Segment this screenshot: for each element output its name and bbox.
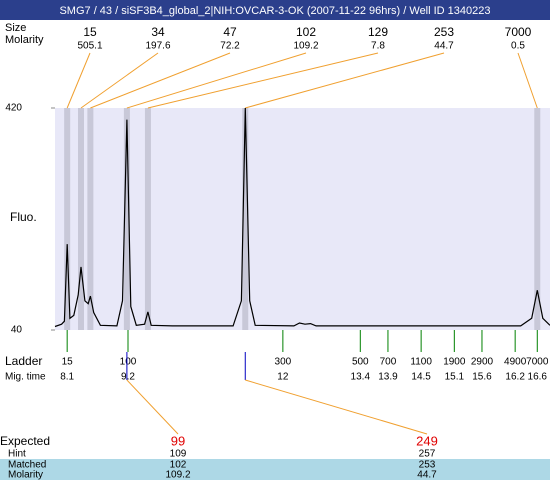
mig-time-label: Mig. time — [5, 372, 46, 383]
size-label: Size — [5, 22, 26, 34]
hint-value: 257 — [419, 449, 436, 460]
ladder-time: 8.1 — [60, 372, 74, 383]
peak-band — [242, 108, 249, 330]
ladder-time: 15.6 — [472, 372, 492, 383]
peak-connector — [90, 52, 231, 109]
y-tick-label: 40 — [11, 325, 23, 336]
peak-molarity: 505.1 — [77, 41, 102, 52]
ladder-size: 300 — [275, 357, 292, 368]
matched-value: 102 — [170, 460, 187, 471]
molarity-value: 44.7 — [417, 470, 437, 480]
peak-band — [87, 108, 94, 330]
peak-size: 47 — [223, 25, 237, 39]
matched-connector — [245, 379, 428, 435]
peak-band — [534, 108, 541, 330]
peak-connector — [147, 52, 379, 109]
ladder-size: 7000 — [526, 357, 549, 368]
ladder-size: 2900 — [471, 357, 494, 368]
molarity-label: Molarity — [5, 34, 44, 46]
peak-band — [144, 108, 151, 330]
peak-connector — [245, 52, 445, 109]
ladder-size: 700 — [380, 357, 397, 368]
ladder-size: 100 — [120, 357, 137, 368]
ladder-time: 16.6 — [528, 372, 548, 383]
peak-band — [64, 108, 71, 330]
hint-label: Hint — [8, 449, 26, 460]
ladder-size: 1900 — [443, 357, 466, 368]
ladder-time: 12 — [277, 372, 289, 383]
peak-connector — [126, 52, 307, 109]
molarity-row-label: Molarity — [8, 470, 43, 480]
molarity-value: 109.2 — [165, 470, 190, 480]
peak-connector — [80, 52, 159, 109]
peak-band — [77, 108, 84, 330]
peak-band — [123, 108, 130, 330]
peak-molarity: 7.8 — [371, 41, 385, 52]
peak-molarity: 44.7 — [434, 41, 454, 52]
peak-connector — [66, 52, 91, 109]
y-tick-label: 420 — [5, 103, 22, 114]
expected-label: Expected — [0, 434, 50, 448]
peak-molarity: 72.2 — [220, 41, 240, 52]
peak-size: 7000 — [505, 25, 532, 39]
peak-size: 102 — [296, 25, 316, 39]
ladder-label: Ladder — [5, 354, 42, 368]
ladder-time: 9.2 — [121, 372, 135, 383]
matched-value: 253 — [419, 460, 436, 471]
peak-connector — [517, 52, 538, 109]
ladder-time: 14.5 — [411, 372, 431, 383]
plot-area — [55, 108, 550, 330]
peak-molarity: 109.2 — [293, 41, 318, 52]
ladder-time: 13.9 — [378, 372, 398, 383]
peak-size: 129 — [368, 25, 388, 39]
hint-value: 109 — [170, 449, 187, 460]
y-axis-label: Fluo. — [10, 210, 37, 224]
peak-molarity: 197.6 — [145, 41, 170, 52]
peak-size: 253 — [434, 25, 454, 39]
matched-label: Matched — [8, 460, 46, 471]
peak-size: 15 — [83, 25, 97, 39]
ladder-size: 500 — [352, 357, 369, 368]
peak-size: 34 — [151, 25, 165, 39]
expected-value: 99 — [171, 433, 185, 448]
matched-rows-bg — [0, 459, 550, 480]
ladder-time: 15.1 — [445, 372, 465, 383]
ladder-time: 16.2 — [505, 372, 525, 383]
ladder-size: 4900 — [504, 357, 527, 368]
ladder-size: 15 — [62, 357, 74, 368]
ladder-size: 1100 — [410, 357, 432, 368]
expected-value: 249 — [416, 433, 438, 448]
trace — [54, 107, 550, 328]
matched-connector — [126, 379, 179, 435]
chart-title: SMG7 / 43 / siSF3B4_global_2|NIH:OVCAR-3… — [59, 5, 490, 17]
peak-molarity: 0.5 — [511, 41, 525, 52]
ladder-time: 13.4 — [351, 372, 371, 383]
title-bar — [0, 0, 550, 20]
